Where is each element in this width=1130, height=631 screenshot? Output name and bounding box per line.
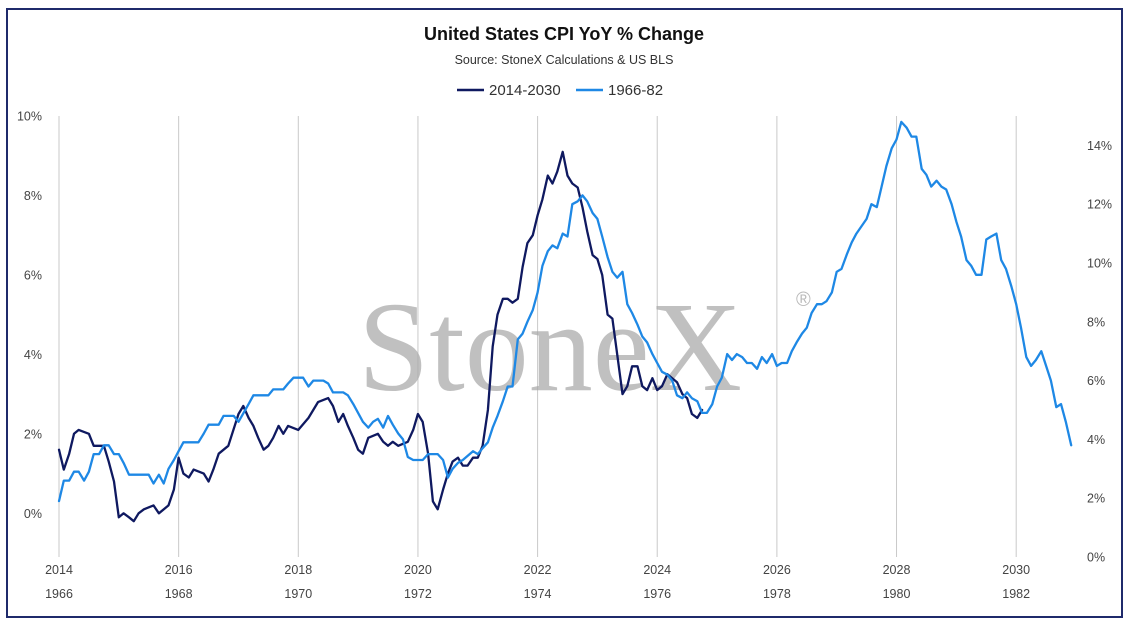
series-line-2014-2030 <box>57 150 704 523</box>
y-left-tick-label-2%: 2% <box>24 427 42 441</box>
y-left-tick-label-4%: 4% <box>24 348 42 362</box>
x-primary-tick-label-2030: 2030 <box>1002 563 1030 577</box>
x-secondary-tick-label-1974: 1974 <box>524 587 552 601</box>
y-right-tick-label-14%: 14% <box>1087 139 1112 153</box>
x-primary-tick-label-2016: 2016 <box>165 563 193 577</box>
y-right-tick-label-10%: 10% <box>1087 257 1112 271</box>
y-right-tick-label-4%: 4% <box>1087 433 1105 447</box>
y-axis-left: 0% 2% 4% 6% 8% 10% <box>17 110 42 521</box>
x-primary-tick-label-2020: 2020 <box>404 563 432 577</box>
y-axis-right: 0% 2% 4% 6% 8% 10% 12% 14% <box>1087 139 1112 565</box>
x-primary-tick-label-2022: 2022 <box>524 563 552 577</box>
chart-title: United States CPI YoY % Change <box>424 24 704 44</box>
gridlines <box>58 116 1017 557</box>
x-primary-tick-label-2024: 2024 <box>643 563 671 577</box>
chart-border <box>6 8 1123 618</box>
x-secondary-tick-label-1972: 1972 <box>404 587 432 601</box>
x-primary-tick-label-2026: 2026 <box>763 563 791 577</box>
y-right-tick-label-0%: 0% <box>1087 551 1105 565</box>
x-secondary-tick-label-1968: 1968 <box>165 587 193 601</box>
x-secondary-tick-label-1976: 1976 <box>643 587 671 601</box>
x-secondary-tick-label-1980: 1980 <box>883 587 911 601</box>
legend: 2014-2030 1966-82 <box>457 82 663 99</box>
y-right-tick-label-8%: 8% <box>1087 315 1105 329</box>
legend-label-2014-2030: 2014-2030 <box>489 82 561 99</box>
y-left-tick-label-0%: 0% <box>24 507 42 521</box>
x-axis-primary: 2014 2016 2018 2020 2022 2024 2026 2028 2030 <box>45 563 1030 577</box>
y-right-tick-label-12%: 12% <box>1087 198 1112 212</box>
chart-subtitle: Source: StoneX Calculations & US BLS <box>455 53 674 67</box>
legend-label-1966-82: 1966-82 <box>608 82 663 99</box>
y-left-tick-label-6%: 6% <box>24 268 42 282</box>
y-right-tick-label-6%: 6% <box>1087 374 1105 388</box>
watermark: StoneX ® <box>358 276 811 418</box>
x-secondary-tick-label-1970: 1970 <box>284 587 312 601</box>
watermark-text: StoneX <box>358 276 742 418</box>
series-line-1966-82 <box>57 120 1073 503</box>
y-right-tick-label-2%: 2% <box>1087 492 1105 506</box>
watermark-registered-mark: ® <box>796 289 811 311</box>
x-secondary-tick-label-1982: 1982 <box>1002 587 1030 601</box>
x-primary-tick-label-2028: 2028 <box>883 563 911 577</box>
x-secondary-tick-label-1966: 1966 <box>45 587 73 601</box>
x-secondary-tick-label-1978: 1978 <box>763 587 791 601</box>
x-axis-secondary: 1966 1968 1970 1972 1974 1976 1978 1980 1982 <box>45 587 1030 601</box>
y-left-tick-label-8%: 8% <box>24 189 42 203</box>
x-primary-tick-label-2018: 2018 <box>284 563 312 577</box>
series-lines <box>57 120 1073 523</box>
y-left-tick-label-10%: 10% <box>17 110 42 124</box>
x-primary-tick-label-2014: 2014 <box>45 563 73 577</box>
